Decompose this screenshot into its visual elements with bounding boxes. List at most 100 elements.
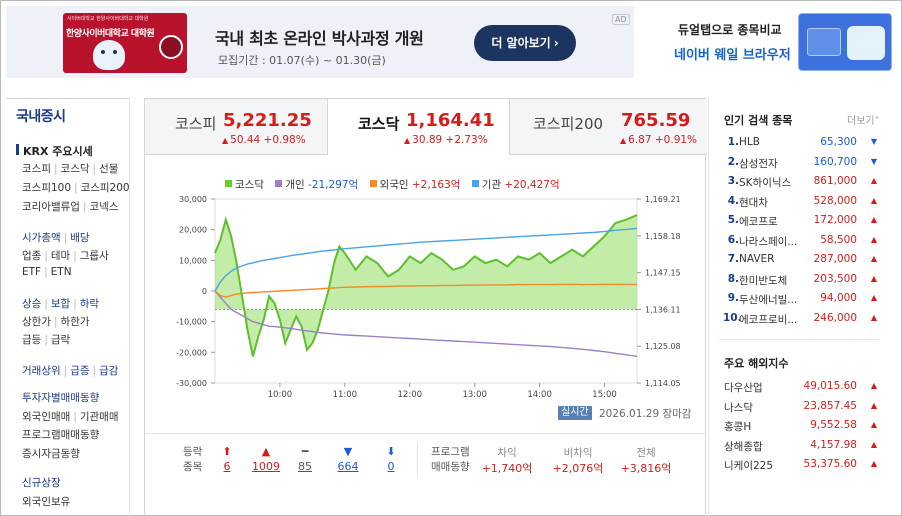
up-triangle-icon: ▲: [870, 420, 877, 429]
popular-item[interactable]: 6. 나라스페이... 58,500 ▲: [709, 232, 881, 251]
popular-rank: 4.: [727, 194, 739, 207]
up-triangle-icon: ▲: [870, 273, 877, 283]
nav-link[interactable]: 하한가: [60, 316, 90, 328]
program-value: +1,740억: [481, 462, 533, 475]
nav-link[interactable]: 코넥스: [89, 201, 119, 213]
nav-active-bar: [16, 144, 19, 155]
chart-date: 2026.01.29 장마감: [599, 408, 692, 420]
kosdaq-investor-chart[interactable]: 30,000 20,000 10,000 0 -10,000 -20,000 -30,000…: [145, 155, 707, 435]
nav-link[interactable]: 시가총액: [22, 232, 61, 244]
popular-item[interactable]: 8. 한미반도체 203,500 ▲: [709, 271, 881, 290]
nav-link[interactable]: 급등: [22, 334, 42, 346]
tab-kospi200[interactable]: 코스피200 765.59 ▲ 6.87 +0.91%: [510, 99, 707, 155]
legend-item-institution[interactable]: 기관 +20,427억: [471, 179, 560, 191]
overseas-index-item[interactable]: 상해종합 4,157.98 ▲: [709, 437, 881, 456]
ad-banner[interactable]: 사이버대학교 한양사이버대학교 대학원 한양사이버대학교 대학원 국내 최초 온…: [6, 6, 634, 78]
ad-learn-more-button[interactable]: 더 알아보기 ›: [474, 25, 576, 61]
up-triangle-icon: ▲: [404, 136, 411, 145]
nav-krx-header[interactable]: KRX 주요시세: [23, 145, 93, 158]
ad-button-label: 더 알아보기: [491, 36, 551, 50]
nav-title[interactable]: 국내증시: [16, 109, 66, 125]
breadth-count-link[interactable]: 6: [223, 460, 231, 473]
legend-item-foreign[interactable]: 외국인 +2,163억: [369, 179, 460, 191]
breadth-count-link[interactable]: 85: [298, 460, 312, 473]
more-link[interactable]: 더보기˄: [847, 112, 880, 127]
nav-link[interactable]: 프로그램매매동향: [22, 429, 100, 441]
popular-item[interactable]: 4. 현대차 528,000 ▲: [709, 193, 881, 212]
nav-link[interactable]: 코스피200: [80, 182, 130, 194]
legend-swatch: [225, 180, 232, 187]
popular-item[interactable]: 7. NAVER 287,000 ▲: [709, 251, 881, 270]
legend-item-kosdaq[interactable]: 코스닥: [225, 179, 264, 191]
nav-link[interactable]: 보합: [50, 298, 71, 310]
nav-link[interactable]: 코스닥: [60, 163, 90, 175]
nav-link[interactable]: 급감: [99, 365, 119, 377]
nav-link[interactable]: 거래상위: [22, 365, 61, 377]
up-triangle-icon: ▲: [870, 176, 877, 185]
nav-link[interactable]: 테마: [50, 250, 71, 262]
legend-label: 기관: [481, 179, 502, 191]
x-tick-label: 10:00: [268, 390, 293, 400]
nav-link[interactable]: 증시자금동향: [22, 448, 80, 460]
breadth-arrow-icon: ⬆: [222, 445, 232, 458]
breadth-count-link[interactable]: 0: [387, 460, 395, 473]
nav-link[interactable]: 코스피100: [22, 182, 72, 194]
legend-value: +20,427억: [504, 179, 560, 191]
legend-item-individual[interactable]: 개인 -21,297억: [275, 179, 358, 191]
program-head: 비차익: [563, 447, 593, 459]
breadth-label2: 종목: [183, 461, 203, 473]
tab-change: ▲ 6.87 +0.91%: [620, 134, 697, 146]
nav-link[interactable]: 하락: [79, 298, 100, 310]
nav-link[interactable]: ETN: [50, 266, 72, 278]
tab-kosdaq[interactable]: 코스닥 1,164.41 ▲ 30.89 +2.73%: [328, 99, 510, 155]
breadth-count-link[interactable]: 1009: [252, 460, 280, 473]
nav-link[interactable]: ETF: [22, 266, 42, 278]
popular-item[interactable]: 5. 에코프로 172,000 ▲: [709, 212, 881, 231]
nav-link[interactable]: 상승: [22, 298, 42, 310]
overseas-index-item[interactable]: 나스닥 23,857.45 ▲: [709, 398, 881, 417]
nav-link[interactable]: 외국인보유: [22, 496, 71, 508]
program-head: 전체: [636, 447, 656, 459]
popular-name: 에코프로: [739, 216, 778, 228]
nav-link[interactable]: 투자자별매매동향: [22, 392, 100, 404]
nav-separator: |: [44, 250, 48, 262]
nav-row: 코리아밸류업 | 코넥스: [22, 199, 119, 214]
nav-link[interactable]: 그룹사: [79, 250, 109, 262]
nav-link[interactable]: 신규상장: [22, 477, 61, 489]
x-tick-label: 13:00: [462, 390, 487, 400]
popular-name: HLB: [739, 136, 760, 148]
tab-change-text: 6.87 +0.91%: [628, 134, 698, 146]
nav-link[interactable]: 외국인매매: [22, 411, 71, 423]
nav-link[interactable]: 선물: [99, 163, 119, 175]
popular-item[interactable]: 1. HLB 65,300 ▼: [709, 134, 881, 153]
popular-name: 한미반도체: [739, 274, 788, 287]
popular-item[interactable]: 10. 에코프로비... 246,000 ▲: [709, 310, 881, 329]
nav-link[interactable]: 기관매매: [79, 411, 119, 423]
overseas-index-item[interactable]: 니케이225 53,375.60 ▲: [709, 456, 881, 475]
y-right-tick-label: 1,125.08: [645, 342, 681, 351]
ad-logo[interactable]: 사이버대학교 한양사이버대학교 대학원 한양사이버대학교 대학원: [63, 13, 187, 73]
breadth-label: 등락: [183, 446, 203, 458]
ad-badge[interactable]: AD: [612, 14, 630, 25]
nav-link[interactable]: 코리아밸류업: [22, 201, 80, 213]
nav-link[interactable]: 급증: [70, 365, 90, 377]
ad-headline[interactable]: 국내 최초 온라인 박사과정 개원: [215, 29, 424, 48]
popular-item[interactable]: 9. 두산에너빌... 94,000 ▲: [709, 290, 881, 309]
nav-link[interactable]: 상한가: [22, 316, 51, 328]
down-triangle-icon: ▼: [870, 156, 877, 166]
popular-item[interactable]: 3. SK하이닉스 861,000 ▲: [709, 173, 881, 192]
nav-link[interactable]: 배당: [70, 232, 90, 244]
overseas-index-item[interactable]: 홍콩H 9,552.58 ▲: [709, 417, 881, 436]
nav-link[interactable]: 급락: [50, 334, 71, 346]
nav-link[interactable]: 코스피: [22, 163, 51, 175]
breadth-count-link[interactable]: 664: [337, 460, 359, 473]
popular-name: 두산에너빌...: [739, 294, 798, 306]
y-left-tick-label: 30,000: [179, 195, 207, 204]
y-left-tick-label: 10,000: [179, 256, 207, 265]
up-triangle-icon: ▲: [870, 293, 877, 302]
popular-item[interactable]: 2. 삼성전자 160,700 ▼: [709, 154, 881, 173]
tab-kospi[interactable]: 코스피 5,221.25 ▲ 50.44 +0.98%: [145, 99, 328, 155]
nav-link[interactable]: 업종: [22, 250, 42, 262]
nav-row: 업종 | 테마 | 그룹사: [22, 248, 109, 263]
overseas-index-item[interactable]: 다우산업 49,015.60 ▲: [709, 378, 881, 397]
